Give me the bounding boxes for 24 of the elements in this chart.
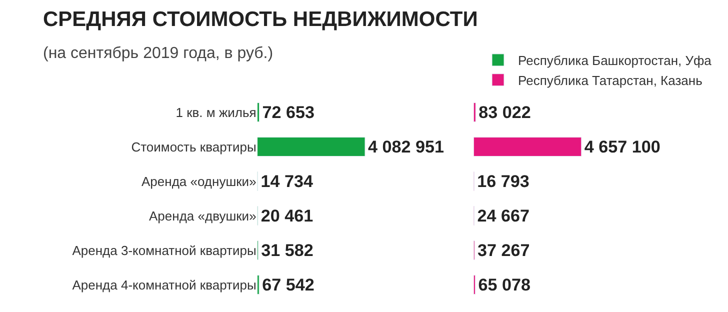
y-tick-label: Аренда «двушки»	[149, 208, 256, 224]
data-label: 83 022	[478, 102, 531, 122]
data-label: 37 267	[478, 240, 530, 260]
data-label: 72 653	[262, 102, 314, 122]
data-label: 16 793	[477, 172, 530, 191]
data-label: 20 461	[260, 206, 314, 226]
bar	[474, 137, 582, 156]
y-tick-label: Стоимость квартиры	[131, 139, 256, 154]
data-label: 24 667	[477, 206, 530, 226]
legend-label: Республика Татарстан, Казань	[518, 72, 703, 88]
data-label: 65 078	[478, 275, 530, 294]
legend-label: Республика Башкортостан, Уфа	[518, 53, 712, 68]
y-tick-label: Аренда 3-комнатной квартиры	[72, 242, 256, 258]
y-tick-label: Аренда «однушки»	[142, 174, 256, 189]
data-label: 4 657 100	[584, 137, 660, 156]
chart-subtitle: (на сентябрь 2019 года, в руб.)	[43, 45, 274, 62]
chart-title: СРЕДНЯЯ СТОИМОСТЬ НЕДВИЖИМОСТИ	[43, 8, 478, 31]
y-tick-label: 1 кв. м жилья	[176, 104, 256, 120]
y-tick-label: Аренда 4-комнатной квартиры	[72, 277, 256, 292]
data-label: 14 734	[260, 172, 314, 191]
bar	[257, 137, 366, 156]
data-label: 4 082 951	[368, 137, 444, 156]
data-label: 67 542	[262, 275, 314, 294]
data-label: 31 582	[261, 240, 314, 260]
